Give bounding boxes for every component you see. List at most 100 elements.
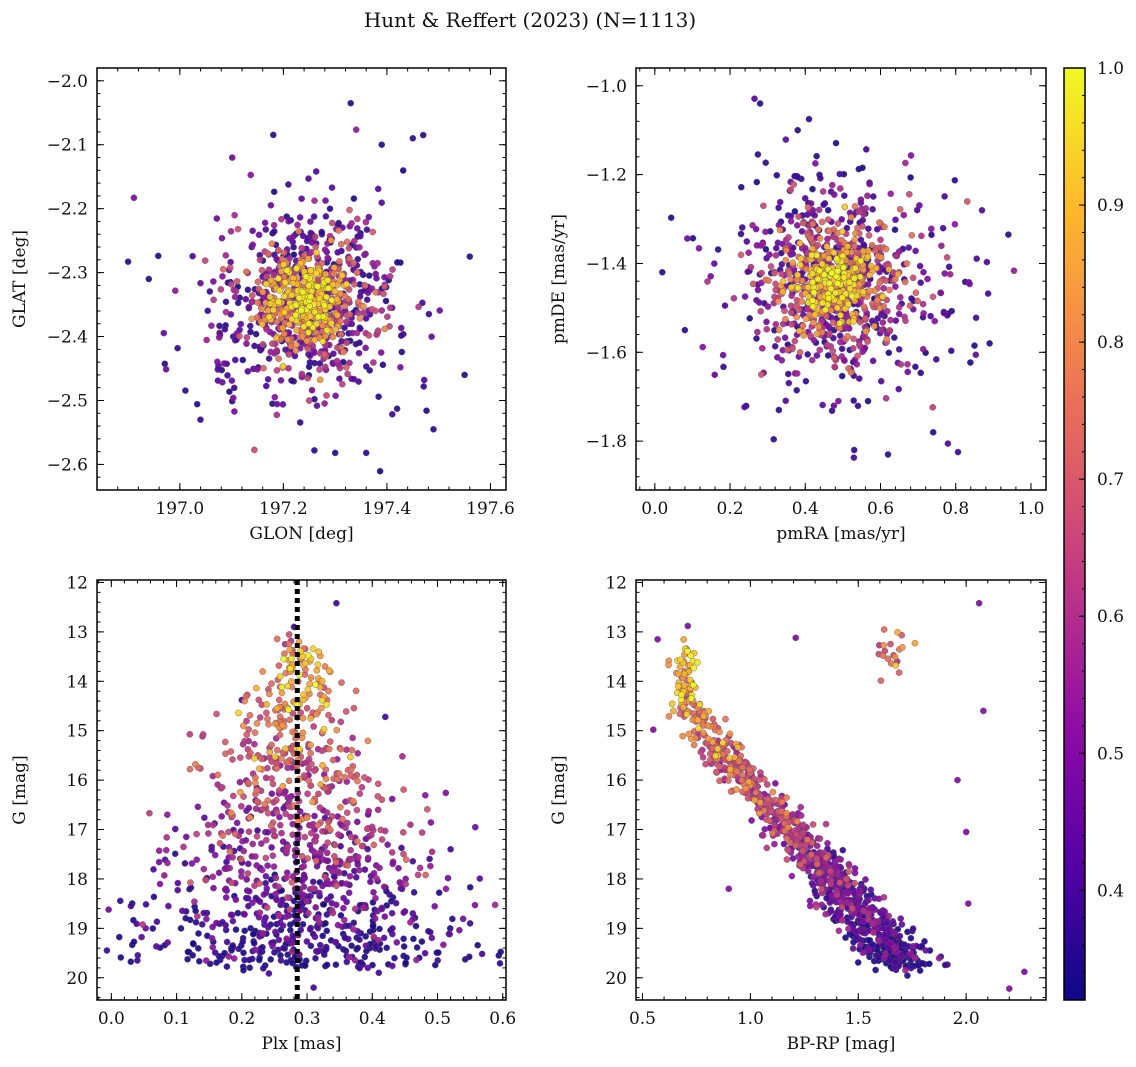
data-point bbox=[400, 943, 408, 950]
data-point bbox=[270, 221, 278, 229]
data-point bbox=[851, 275, 858, 282]
data-point bbox=[224, 802, 231, 809]
data-point bbox=[372, 943, 380, 950]
data-point bbox=[400, 909, 408, 916]
data-point bbox=[235, 709, 242, 717]
data-point bbox=[252, 779, 259, 787]
data-point bbox=[262, 226, 270, 233]
data-point bbox=[357, 232, 364, 240]
data-point bbox=[250, 940, 258, 947]
data-point bbox=[818, 218, 826, 226]
data-point bbox=[314, 914, 322, 921]
data-point bbox=[202, 876, 210, 884]
data-point bbox=[824, 341, 831, 349]
data-point bbox=[986, 340, 993, 347]
data-point bbox=[160, 329, 168, 337]
data-point bbox=[314, 661, 322, 668]
data-point bbox=[919, 345, 927, 353]
data-point bbox=[362, 363, 370, 370]
data-point bbox=[253, 798, 261, 805]
data-point bbox=[239, 356, 247, 364]
data-point bbox=[321, 873, 329, 881]
data-point bbox=[292, 311, 300, 319]
data-point bbox=[775, 204, 782, 212]
data-point bbox=[245, 888, 253, 895]
data-point bbox=[787, 186, 795, 193]
data-point bbox=[832, 289, 839, 297]
data-point bbox=[276, 731, 284, 739]
data-point bbox=[905, 244, 913, 251]
data-point bbox=[882, 937, 889, 944]
data-point bbox=[269, 131, 277, 139]
data-point bbox=[920, 268, 927, 276]
data-point bbox=[378, 141, 386, 148]
data-point bbox=[772, 796, 779, 804]
data-point bbox=[197, 279, 204, 287]
data-point bbox=[466, 920, 474, 927]
x-tick-label: 0.2 bbox=[717, 499, 744, 519]
data-point bbox=[709, 715, 717, 723]
y-tick-label: 20 bbox=[66, 969, 88, 989]
data-point bbox=[804, 351, 812, 358]
data-point bbox=[219, 273, 226, 280]
data-point bbox=[428, 934, 436, 942]
data-point bbox=[924, 275, 931, 283]
data-point bbox=[331, 449, 339, 457]
data-point bbox=[152, 943, 160, 950]
data-point bbox=[278, 899, 285, 907]
data-point bbox=[788, 872, 796, 880]
panel-plx-g: 0.0 0.1 0.2 0.3 0.4 0.5 0.6121314151617181920P… bbox=[10, 573, 516, 1054]
data-point bbox=[787, 217, 795, 225]
data-point bbox=[720, 363, 727, 371]
data-point bbox=[304, 790, 311, 798]
data-point bbox=[721, 302, 729, 309]
data-point bbox=[895, 385, 903, 393]
data-point bbox=[876, 304, 884, 312]
data-point bbox=[138, 933, 145, 941]
data-point bbox=[261, 219, 269, 227]
data-point bbox=[375, 936, 382, 944]
data-point bbox=[309, 324, 317, 331]
data-point bbox=[189, 952, 196, 959]
data-point bbox=[319, 828, 326, 835]
data-point bbox=[897, 361, 905, 368]
data-point bbox=[243, 807, 250, 815]
data-point bbox=[315, 947, 322, 955]
data-point bbox=[276, 287, 283, 294]
data-point bbox=[466, 253, 474, 260]
data-point bbox=[279, 782, 287, 790]
data-point bbox=[879, 652, 887, 659]
data-point bbox=[279, 838, 287, 845]
data-point bbox=[315, 648, 323, 656]
data-point bbox=[219, 832, 227, 840]
data-point bbox=[837, 311, 844, 319]
data-point bbox=[309, 798, 316, 806]
data-point bbox=[374, 806, 382, 814]
data-point bbox=[758, 371, 765, 378]
data-point bbox=[449, 915, 456, 923]
data-point bbox=[280, 655, 288, 663]
data-point bbox=[322, 775, 330, 783]
data-point bbox=[298, 195, 305, 202]
data-point bbox=[754, 286, 762, 294]
data-point bbox=[697, 748, 705, 756]
data-point bbox=[775, 298, 782, 305]
data-point bbox=[323, 293, 330, 301]
data-point bbox=[363, 825, 371, 833]
x-tick-label: 0.5 bbox=[424, 1009, 451, 1029]
data-point bbox=[712, 752, 719, 760]
data-point bbox=[836, 332, 844, 340]
data-point bbox=[786, 269, 793, 277]
data-point bbox=[762, 228, 769, 236]
data-point bbox=[775, 406, 783, 414]
data-point bbox=[284, 682, 292, 690]
data-point bbox=[325, 687, 332, 695]
data-point bbox=[177, 925, 185, 932]
data-point bbox=[331, 853, 338, 860]
data-point bbox=[237, 855, 245, 863]
data-point bbox=[681, 670, 688, 678]
data-point bbox=[351, 957, 359, 964]
data-point bbox=[253, 833, 261, 840]
y-tick-label: −2.5 bbox=[47, 391, 88, 411]
data-point bbox=[388, 849, 396, 856]
